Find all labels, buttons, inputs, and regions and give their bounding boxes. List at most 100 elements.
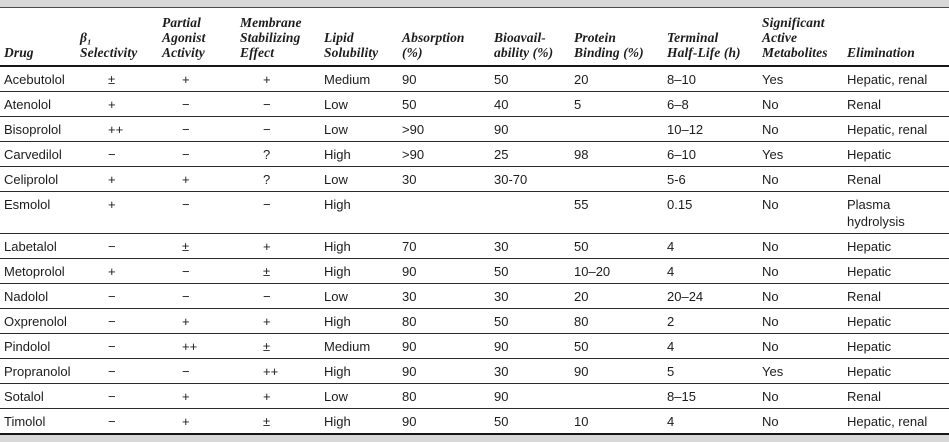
- cell-partial-agonist-activity: −: [160, 358, 238, 384]
- cell-absorption-percent: 30: [400, 283, 492, 309]
- cell-partial-agonist-activity: −: [160, 283, 238, 309]
- cell-partial-agonist-activity: +: [160, 66, 238, 92]
- cell-elimination: Renal: [845, 383, 949, 409]
- cell-significant-active-metabolites: No: [760, 283, 845, 309]
- cell-beta1-selectivity: −: [78, 283, 160, 309]
- cell-drug: Propranolol: [0, 358, 78, 384]
- cell-membrane-stabilizing-effect: ++: [238, 358, 322, 384]
- cell-partial-agonist-activity: ±: [160, 233, 238, 259]
- cell-bioavailability-percent: 50: [492, 308, 572, 334]
- table-header-row: Drug β₁ Selectivity Partial Agonist Activity M…: [0, 8, 949, 67]
- table-row-nadolol: Nadolol − − − Low 30 30 20 20–24 No Renal: [0, 283, 949, 309]
- cell-protein-binding-percent: [572, 116, 665, 142]
- cell-absorption-percent: 70: [400, 233, 492, 259]
- cell-drug: Atenolol: [0, 91, 78, 117]
- column-header-elimination: Elimination: [845, 8, 949, 67]
- cell-terminal-half-life-h: 8–15: [665, 383, 760, 409]
- cell-membrane-stabilizing-effect: ±: [238, 333, 322, 359]
- column-header-bioavailability-percent: Bioavail-ability (%): [492, 8, 572, 67]
- cell-lipid-solubility: High: [322, 258, 400, 284]
- cell-absorption-percent: 90: [400, 408, 492, 435]
- cell-lipid-solubility: High: [322, 191, 400, 234]
- cell-membrane-stabilizing-effect: ?: [238, 141, 322, 167]
- table-row-labetalol: Labetalol − ± + High 70 30 50 4 No Hepatic: [0, 233, 949, 259]
- cell-protein-binding-percent: 10: [572, 408, 665, 435]
- cell-protein-binding-percent: [572, 383, 665, 409]
- cell-drug: Oxprenolol: [0, 308, 78, 334]
- table-row-oxprenolol: Oxprenolol − + + High 80 50 80 2 No Hepatic: [0, 308, 949, 334]
- table-row-acebutolol: Acebutolol ± + + Medium 90 50 20 8–10 Yes Hepatic,…: [0, 66, 949, 92]
- column-header-beta1-selectivity: β₁ Selectivity: [78, 8, 160, 67]
- beta-blocker-properties-table: Drug β₁ Selectivity Partial Agonist Activity M…: [0, 8, 949, 435]
- cell-significant-active-metabolites: Yes: [760, 358, 845, 384]
- cell-significant-active-metabolites: No: [760, 333, 845, 359]
- cell-elimination: Plasma hydrolysis: [845, 191, 949, 234]
- cell-drug: Bisoprolol: [0, 116, 78, 142]
- cell-beta1-selectivity: +: [78, 91, 160, 117]
- cell-protein-binding-percent: 10–20: [572, 258, 665, 284]
- cell-terminal-half-life-h: 4: [665, 333, 760, 359]
- cell-partial-agonist-activity: +: [160, 308, 238, 334]
- column-header-protein-binding-percent: Protein Binding (%): [572, 8, 665, 67]
- cell-beta1-selectivity: +: [78, 258, 160, 284]
- cell-bioavailability-percent: 30-70: [492, 166, 572, 192]
- cell-protein-binding-percent: 5: [572, 91, 665, 117]
- cell-elimination: Hepatic, renal: [845, 408, 949, 435]
- cell-membrane-stabilizing-effect: −: [238, 116, 322, 142]
- cell-membrane-stabilizing-effect: +: [238, 383, 322, 409]
- cell-membrane-stabilizing-effect: −: [238, 91, 322, 117]
- cell-bioavailability-percent: 90: [492, 333, 572, 359]
- cell-membrane-stabilizing-effect: −: [238, 283, 322, 309]
- cell-drug: Carvedilol: [0, 141, 78, 167]
- cell-absorption-percent: 50: [400, 91, 492, 117]
- table-row-celiprolol: Celiprolol + +? Low 30 30-70 5-6 No Renal: [0, 166, 949, 192]
- cell-elimination: Hepatic: [845, 233, 949, 259]
- cell-terminal-half-life-h: 10–12: [665, 116, 760, 142]
- cell-terminal-half-life-h: 5-6: [665, 166, 760, 192]
- cell-terminal-half-life-h: 2: [665, 308, 760, 334]
- cell-terminal-half-life-h: 8–10: [665, 66, 760, 92]
- cell-membrane-stabilizing-effect: ±: [238, 408, 322, 435]
- cell-protein-binding-percent: 20: [572, 66, 665, 92]
- cell-elimination: Hepatic: [845, 358, 949, 384]
- cell-significant-active-metabolites: Yes: [760, 66, 845, 92]
- cell-lipid-solubility: Low: [322, 283, 400, 309]
- cell-drug: Metoprolol: [0, 258, 78, 284]
- cell-partial-agonist-activity: −: [160, 91, 238, 117]
- cell-terminal-half-life-h: 4: [665, 233, 760, 259]
- column-header-drug: Drug: [0, 8, 78, 67]
- cell-significant-active-metabolites: Yes: [760, 141, 845, 167]
- cell-drug: Nadolol: [0, 283, 78, 309]
- cell-bioavailability-percent: 30: [492, 233, 572, 259]
- cell-elimination: Hepatic: [845, 141, 949, 167]
- cell-drug: Labetalol: [0, 233, 78, 259]
- cell-elimination: Renal: [845, 283, 949, 309]
- cell-partial-agonist-activity: +: [160, 408, 238, 435]
- cell-drug: Pindolol: [0, 333, 78, 359]
- cell-significant-active-metabolites: No: [760, 191, 845, 234]
- table-row-carvedilol: Carvedilol − −? High >90 25 98 6–10 Yes Hepatic: [0, 141, 949, 167]
- table-row-metoprolol: Metoprolol + − ± High 90 50 10–20 4 No Hepatic: [0, 258, 949, 284]
- cell-protein-binding-percent: 98: [572, 141, 665, 167]
- cell-terminal-half-life-h: 20–24: [665, 283, 760, 309]
- cell-drug: Acebutolol: [0, 66, 78, 92]
- cell-membrane-stabilizing-effect: +: [238, 233, 322, 259]
- cell-lipid-solubility: Low: [322, 116, 400, 142]
- cell-beta1-selectivity: −: [78, 233, 160, 259]
- cell-bioavailability-percent: 50: [492, 408, 572, 435]
- table-row-timolol: Timolol − + ± High 90 50 10 4 No Hepatic, renal: [0, 408, 949, 435]
- cell-drug: Celiprolol: [0, 166, 78, 192]
- table-row-esmolol: Esmolol + − − High 55 0.15 No Plasma hydrolysis: [0, 191, 949, 234]
- cell-absorption-percent: [400, 191, 492, 234]
- cell-terminal-half-life-h: 0.15: [665, 191, 760, 234]
- cell-bioavailability-percent: 30: [492, 358, 572, 384]
- cell-beta1-selectivity: ++: [78, 116, 160, 142]
- cell-terminal-half-life-h: 4: [665, 258, 760, 284]
- cell-beta1-selectivity: −: [78, 141, 160, 167]
- cell-drug: Esmolol: [0, 191, 78, 234]
- cell-membrane-stabilizing-effect: −: [238, 191, 322, 234]
- column-header-lipid-solubility: Lipid Solubility: [322, 8, 400, 67]
- cell-drug: Timolol: [0, 408, 78, 435]
- cell-elimination: Hepatic: [845, 308, 949, 334]
- cell-absorption-percent: 90: [400, 358, 492, 384]
